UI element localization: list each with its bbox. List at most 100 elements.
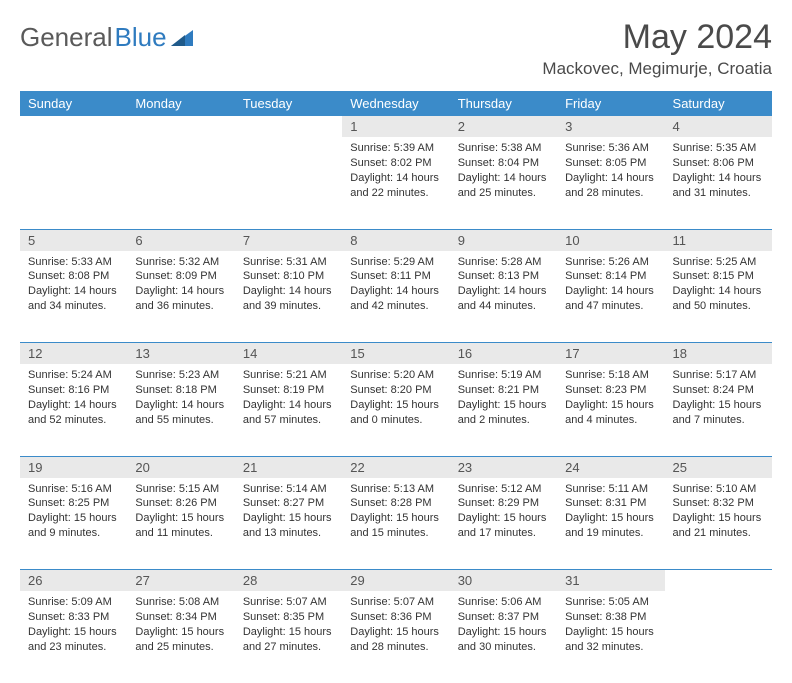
day-cell: Sunrise: 5:20 AMSunset: 8:20 PMDaylight:… [342, 364, 449, 456]
day-number-cell: 23 [450, 456, 557, 478]
day-details: Sunrise: 5:25 AMSunset: 8:15 PMDaylight:… [665, 251, 772, 320]
day-number-cell: 9 [450, 229, 557, 251]
day-details: Sunrise: 5:05 AMSunset: 8:38 PMDaylight:… [557, 591, 664, 660]
day-cell: Sunrise: 5:12 AMSunset: 8:29 PMDaylight:… [450, 478, 557, 570]
day-number-cell: 19 [20, 456, 127, 478]
day-number-cell [665, 570, 772, 592]
brand-part1: General [20, 22, 113, 53]
day-details: Sunrise: 5:16 AMSunset: 8:25 PMDaylight:… [20, 478, 127, 547]
brand-logo: GeneralBlue [20, 18, 197, 53]
day-number-cell: 22 [342, 456, 449, 478]
day-number-cell: 15 [342, 343, 449, 365]
day-details: Sunrise: 5:29 AMSunset: 8:11 PMDaylight:… [342, 251, 449, 320]
header: GeneralBlue May 2024 Mackovec, Megimurje… [20, 18, 772, 79]
day-cell: Sunrise: 5:16 AMSunset: 8:25 PMDaylight:… [20, 478, 127, 570]
day-details: Sunrise: 5:10 AMSunset: 8:32 PMDaylight:… [665, 478, 772, 547]
day-cell: Sunrise: 5:19 AMSunset: 8:21 PMDaylight:… [450, 364, 557, 456]
day-number-cell: 24 [557, 456, 664, 478]
day-details: Sunrise: 5:21 AMSunset: 8:19 PMDaylight:… [235, 364, 342, 433]
weekday-header: Monday [127, 91, 234, 116]
day-number-cell: 13 [127, 343, 234, 365]
day-number-cell: 17 [557, 343, 664, 365]
day-cell: Sunrise: 5:29 AMSunset: 8:11 PMDaylight:… [342, 251, 449, 343]
day-cell: Sunrise: 5:25 AMSunset: 8:15 PMDaylight:… [665, 251, 772, 343]
day-cell: Sunrise: 5:36 AMSunset: 8:05 PMDaylight:… [557, 137, 664, 229]
day-cell: Sunrise: 5:15 AMSunset: 8:26 PMDaylight:… [127, 478, 234, 570]
day-details: Sunrise: 5:06 AMSunset: 8:37 PMDaylight:… [450, 591, 557, 660]
day-number-row: 567891011 [20, 229, 772, 251]
week-row: Sunrise: 5:16 AMSunset: 8:25 PMDaylight:… [20, 478, 772, 570]
day-details: Sunrise: 5:35 AMSunset: 8:06 PMDaylight:… [665, 137, 772, 206]
weekday-header: Saturday [665, 91, 772, 116]
day-details: Sunrise: 5:07 AMSunset: 8:36 PMDaylight:… [342, 591, 449, 660]
week-row: Sunrise: 5:39 AMSunset: 8:02 PMDaylight:… [20, 137, 772, 229]
day-number-cell [127, 116, 234, 137]
day-details: Sunrise: 5:12 AMSunset: 8:29 PMDaylight:… [450, 478, 557, 547]
day-number-cell: 30 [450, 570, 557, 592]
day-number-cell: 1 [342, 116, 449, 137]
day-number-row: 12131415161718 [20, 343, 772, 365]
day-details: Sunrise: 5:38 AMSunset: 8:04 PMDaylight:… [450, 137, 557, 206]
day-cell: Sunrise: 5:38 AMSunset: 8:04 PMDaylight:… [450, 137, 557, 229]
logo-sail-icon [171, 28, 197, 48]
week-row: Sunrise: 5:24 AMSunset: 8:16 PMDaylight:… [20, 364, 772, 456]
day-details: Sunrise: 5:36 AMSunset: 8:05 PMDaylight:… [557, 137, 664, 206]
day-number-cell: 7 [235, 229, 342, 251]
weekday-header: Sunday [20, 91, 127, 116]
day-cell: Sunrise: 5:10 AMSunset: 8:32 PMDaylight:… [665, 478, 772, 570]
day-details: Sunrise: 5:31 AMSunset: 8:10 PMDaylight:… [235, 251, 342, 320]
day-details: Sunrise: 5:18 AMSunset: 8:23 PMDaylight:… [557, 364, 664, 433]
location-text: Mackovec, Megimurje, Croatia [542, 59, 772, 79]
day-number-cell: 20 [127, 456, 234, 478]
day-cell: Sunrise: 5:13 AMSunset: 8:28 PMDaylight:… [342, 478, 449, 570]
weekday-header: Tuesday [235, 91, 342, 116]
day-number-cell: 4 [665, 116, 772, 137]
day-cell: Sunrise: 5:08 AMSunset: 8:34 PMDaylight:… [127, 591, 234, 683]
day-number-cell: 31 [557, 570, 664, 592]
day-details: Sunrise: 5:17 AMSunset: 8:24 PMDaylight:… [665, 364, 772, 433]
brand-part2: Blue [115, 22, 167, 53]
day-details: Sunrise: 5:15 AMSunset: 8:26 PMDaylight:… [127, 478, 234, 547]
day-number-cell: 10 [557, 229, 664, 251]
day-cell: Sunrise: 5:33 AMSunset: 8:08 PMDaylight:… [20, 251, 127, 343]
day-number-cell: 27 [127, 570, 234, 592]
day-cell: Sunrise: 5:05 AMSunset: 8:38 PMDaylight:… [557, 591, 664, 683]
day-cell: Sunrise: 5:06 AMSunset: 8:37 PMDaylight:… [450, 591, 557, 683]
day-number-cell: 2 [450, 116, 557, 137]
day-cell [20, 137, 127, 229]
day-cell: Sunrise: 5:11 AMSunset: 8:31 PMDaylight:… [557, 478, 664, 570]
day-cell: Sunrise: 5:31 AMSunset: 8:10 PMDaylight:… [235, 251, 342, 343]
weekday-header-row: SundayMondayTuesdayWednesdayThursdayFrid… [20, 91, 772, 116]
day-number-row: 262728293031 [20, 570, 772, 592]
day-details: Sunrise: 5:32 AMSunset: 8:09 PMDaylight:… [127, 251, 234, 320]
day-cell: Sunrise: 5:28 AMSunset: 8:13 PMDaylight:… [450, 251, 557, 343]
day-cell: Sunrise: 5:21 AMSunset: 8:19 PMDaylight:… [235, 364, 342, 456]
calendar-table: SundayMondayTuesdayWednesdayThursdayFrid… [20, 91, 772, 683]
page-title: May 2024 [542, 18, 772, 57]
day-cell: Sunrise: 5:17 AMSunset: 8:24 PMDaylight:… [665, 364, 772, 456]
day-details: Sunrise: 5:13 AMSunset: 8:28 PMDaylight:… [342, 478, 449, 547]
week-row: Sunrise: 5:09 AMSunset: 8:33 PMDaylight:… [20, 591, 772, 683]
day-details: Sunrise: 5:07 AMSunset: 8:35 PMDaylight:… [235, 591, 342, 660]
day-number-cell: 14 [235, 343, 342, 365]
day-number-cell: 21 [235, 456, 342, 478]
day-number-cell [20, 116, 127, 137]
day-number-cell: 3 [557, 116, 664, 137]
day-cell: Sunrise: 5:35 AMSunset: 8:06 PMDaylight:… [665, 137, 772, 229]
day-details: Sunrise: 5:11 AMSunset: 8:31 PMDaylight:… [557, 478, 664, 547]
title-block: May 2024 Mackovec, Megimurje, Croatia [542, 18, 772, 79]
day-number-cell [235, 116, 342, 137]
weekday-header: Friday [557, 91, 664, 116]
day-cell: Sunrise: 5:26 AMSunset: 8:14 PMDaylight:… [557, 251, 664, 343]
day-number-cell: 25 [665, 456, 772, 478]
day-number-cell: 11 [665, 229, 772, 251]
day-cell: Sunrise: 5:39 AMSunset: 8:02 PMDaylight:… [342, 137, 449, 229]
day-cell: Sunrise: 5:14 AMSunset: 8:27 PMDaylight:… [235, 478, 342, 570]
day-cell: Sunrise: 5:23 AMSunset: 8:18 PMDaylight:… [127, 364, 234, 456]
day-number-cell: 12 [20, 343, 127, 365]
day-details: Sunrise: 5:24 AMSunset: 8:16 PMDaylight:… [20, 364, 127, 433]
day-cell [127, 137, 234, 229]
day-details: Sunrise: 5:26 AMSunset: 8:14 PMDaylight:… [557, 251, 664, 320]
day-details: Sunrise: 5:39 AMSunset: 8:02 PMDaylight:… [342, 137, 449, 206]
day-cell: Sunrise: 5:07 AMSunset: 8:36 PMDaylight:… [342, 591, 449, 683]
